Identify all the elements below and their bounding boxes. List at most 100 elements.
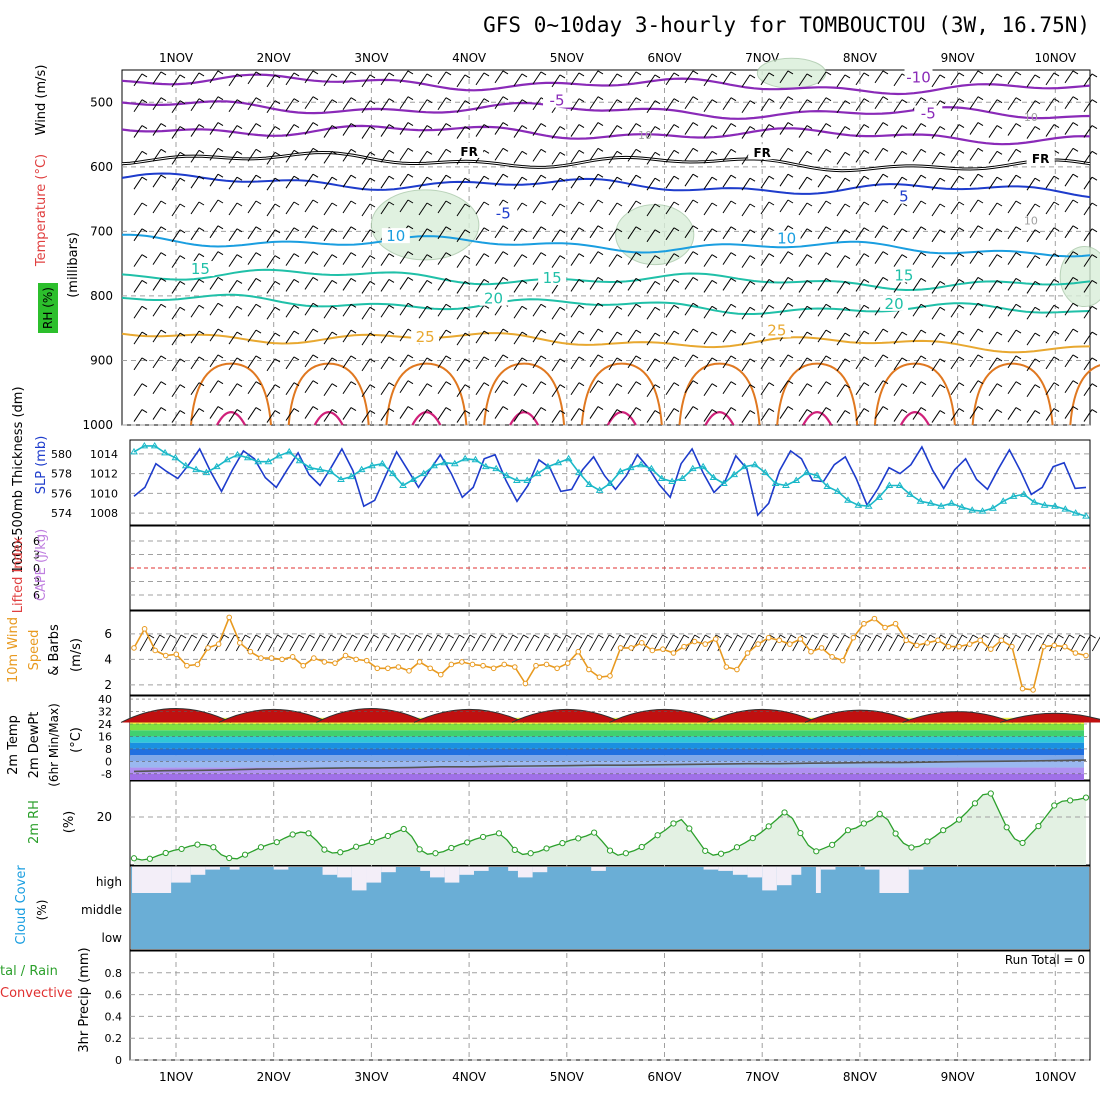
barb-flag (483, 279, 490, 283)
wind10m-point (628, 645, 634, 651)
barb-flag (939, 229, 946, 234)
upper-wind-barb (494, 328, 509, 342)
barb-flag (407, 147, 414, 152)
wind10m-point (586, 666, 592, 673)
barb-flag (806, 254, 813, 259)
barb-flag (407, 122, 414, 126)
barb-flag (212, 634, 219, 639)
rh2m-point (781, 809, 788, 816)
upper-wind-barb (836, 229, 851, 243)
thickness-tick: 574 (51, 507, 72, 520)
barb-flag (882, 199, 889, 204)
barb-flag (369, 74, 376, 79)
barb-flag (749, 126, 756, 130)
barb-shaft (228, 176, 238, 190)
upper-wind-barb (1045, 175, 1060, 189)
upper-wind-barb (931, 255, 946, 268)
barb-flag (141, 331, 148, 336)
barb-shaft (684, 173, 694, 187)
barb-flag (1053, 382, 1060, 387)
diurnal-contour-inner (899, 411, 930, 426)
barb-flag (616, 357, 623, 362)
barb-shaft (950, 150, 960, 163)
barb-flag (1034, 177, 1041, 182)
upper-wind-barb (988, 357, 1003, 371)
upper-wind-barb (247, 71, 262, 85)
upper-wind-barb (988, 202, 1003, 216)
barb-flag (407, 406, 414, 410)
upper-wind-barb (285, 382, 300, 396)
wind10m-barb (300, 634, 315, 652)
barb-shaft (494, 70, 504, 84)
barb-flag (790, 634, 797, 639)
barb-shaft (266, 203, 276, 217)
barb-flag (673, 98, 680, 103)
barb-shaft (551, 306, 561, 320)
barb-flag (464, 100, 471, 105)
barb-shaft (665, 72, 675, 86)
upper-wind-barb (513, 383, 528, 397)
temp-tick: 32 (98, 706, 112, 719)
barb-flag (274, 203, 281, 208)
barb-flag (825, 97, 832, 102)
day-label-top: 1NOV (159, 51, 194, 65)
barb-shaft (608, 409, 618, 422)
thickness-point (1040, 501, 1049, 508)
barb-shaft (912, 381, 922, 395)
barb-shaft (304, 251, 314, 264)
barb-shaft (266, 358, 276, 372)
rh2m-point (717, 850, 725, 857)
thickness-point (295, 456, 304, 464)
barb-flag (920, 123, 927, 127)
wind10m-point (935, 637, 941, 644)
barb-shaft (209, 148, 219, 161)
barb-shaft (567, 634, 578, 652)
wind10m-point (977, 637, 984, 644)
upper-wind-barb (684, 122, 699, 135)
wind10m-barb (1017, 634, 1032, 652)
upper-wind-barb (988, 125, 1003, 138)
thickness-point (823, 482, 832, 489)
barb-shaft (475, 98, 485, 112)
barb-flag (996, 73, 1003, 78)
barb-shaft (342, 381, 352, 395)
upper-wind-barb (570, 227, 585, 241)
degc-axis-label: (°C) (69, 727, 84, 753)
barb-shaft (950, 382, 960, 396)
barb-flag (445, 278, 452, 282)
thickness-point (616, 467, 625, 475)
barb-flag (787, 147, 794, 152)
barb-flag (787, 277, 794, 281)
upper-wind-barb (665, 175, 680, 189)
barb-flag (198, 408, 205, 412)
upper-wind-barb (418, 280, 433, 293)
barb-shaft (912, 226, 922, 240)
barb-shaft (304, 122, 314, 135)
barb-flag (692, 302, 699, 307)
barb-shaft (171, 255, 181, 268)
barb-shaft (171, 332, 181, 346)
barb-shaft (665, 356, 675, 370)
barb-flag (388, 253, 395, 258)
upper-wind-barb (722, 174, 737, 188)
upper-wind-barb (798, 73, 813, 87)
barb-flag (749, 100, 756, 105)
barb-shaft (304, 277, 314, 290)
barb-flag (825, 226, 832, 231)
barb-shaft (475, 253, 485, 266)
barb-flag (502, 328, 509, 333)
upper-wind-barb (703, 73, 718, 87)
upper-wind-barb (665, 356, 680, 370)
barb-flag (920, 278, 927, 282)
barb-shaft (152, 123, 162, 136)
barb-shaft (209, 328, 219, 342)
barb-flag (198, 201, 205, 206)
upper-wind-barb (285, 72, 300, 86)
upper-wind-barb (323, 202, 338, 216)
upper-wind-barb (437, 226, 452, 240)
upper-wind-barb (209, 225, 224, 239)
upper-wind-barb (817, 226, 832, 240)
barb-flag (217, 70, 224, 75)
rh2m-point (559, 840, 566, 847)
barb-shaft (589, 70, 599, 84)
